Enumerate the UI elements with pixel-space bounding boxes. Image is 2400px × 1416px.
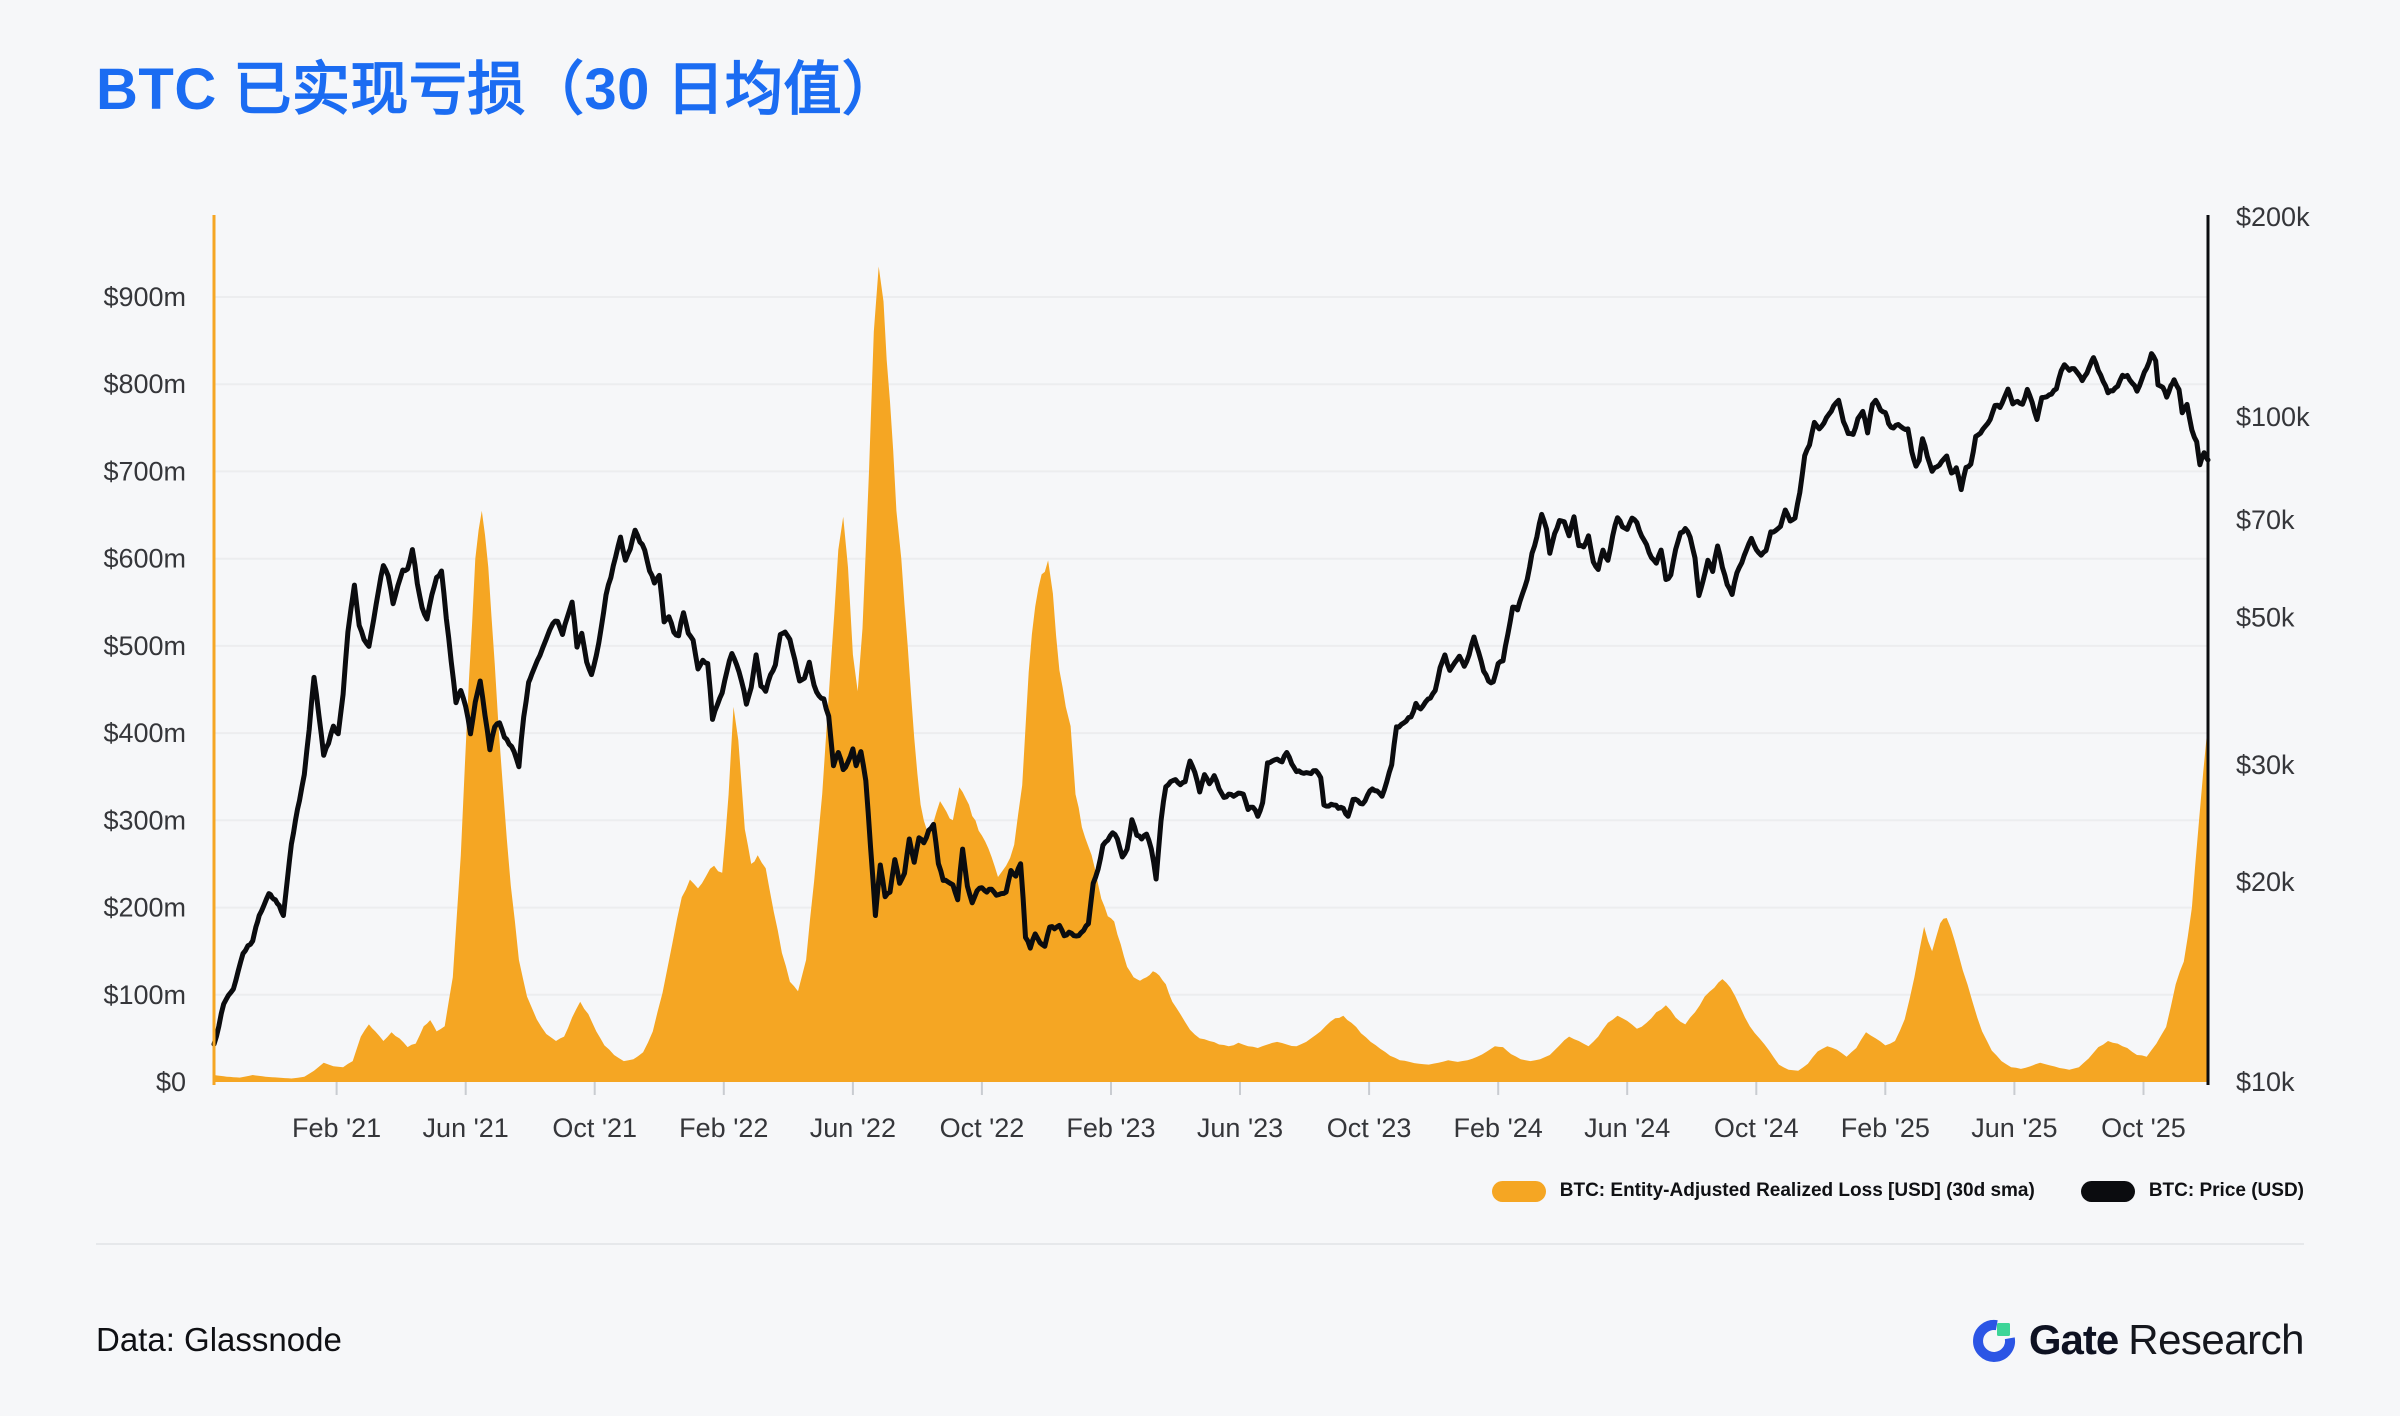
x-axis-label: Jun '22 <box>810 1113 896 1143</box>
right-axis-label: $30k <box>2236 750 2295 780</box>
brand-suffix: Research <box>2128 1316 2304 1363</box>
left-axis-label: $300m <box>103 805 186 835</box>
legend-item: BTC: Price (USD) <box>2080 1180 2304 1202</box>
x-axis-label: Feb '21 <box>292 1113 381 1143</box>
x-axis-label: Jun '24 <box>1584 1113 1670 1143</box>
legend-swatch-1 <box>2080 1180 2135 1202</box>
x-axis-label: Oct '22 <box>940 1113 1025 1143</box>
realized-loss-area <box>214 266 2208 1082</box>
x-axis-label: Jun '25 <box>1971 1113 2057 1143</box>
btc-price-line <box>211 351 2211 1047</box>
left-axis-label: $600m <box>103 544 186 574</box>
left-axis-label: $700m <box>103 456 186 486</box>
x-axis-label: Oct '23 <box>1327 1113 1412 1143</box>
x-axis-label: Feb '22 <box>679 1113 768 1143</box>
legend-label: BTC: Price (USD) <box>2148 1180 2304 1201</box>
footer-divider <box>96 1243 2304 1245</box>
gate-logo-icon <box>1972 1319 2015 1362</box>
left-axis-label: $0 <box>156 1067 186 1097</box>
legend-swatch-0 <box>1491 1180 1546 1202</box>
left-axis-label: $400m <box>103 718 186 748</box>
page-title: BTC 已实现亏损（30 日均值） <box>96 57 901 122</box>
right-axis-label: $100k <box>2236 402 2310 432</box>
x-axis-label: Oct '25 <box>2101 1113 2186 1143</box>
right-axis-label: $200k <box>2236 202 2310 232</box>
right-axis-label: $20k <box>2236 867 2295 897</box>
gate-research-logo: Gate Research <box>1971 1316 2304 1364</box>
gate-green-square <box>1996 1323 2010 1336</box>
footer: Data: Glassnode Gate Research <box>96 1305 2304 1375</box>
x-axis-label: Jun '21 <box>423 1113 509 1143</box>
gate-ring <box>1972 1319 2015 1362</box>
legend-label: BTC: Entity-Adjusted Realized Loss [USD]… <box>1559 1180 2035 1201</box>
left-axis-label: $800m <box>103 369 186 399</box>
right-axis-label: $70k <box>2236 505 2295 535</box>
x-axis-label: Feb '23 <box>1066 1113 1155 1143</box>
x-axis-label: Feb '24 <box>1454 1113 1543 1143</box>
left-axis-label: $500m <box>103 631 186 661</box>
chart-legend: BTC: Entity-Adjusted Realized Loss [USD]… <box>1491 1180 2304 1202</box>
x-axis-label: Jun '23 <box>1197 1113 1283 1143</box>
left-axis-label: $100m <box>103 980 186 1010</box>
right-axis-label: $10k <box>2236 1067 2295 1097</box>
right-axis-label: $50k <box>2236 602 2295 632</box>
left-axis-label: $200m <box>103 893 186 923</box>
x-axis-label: Oct '24 <box>1714 1113 1799 1143</box>
data-source: Data: Glassnode <box>96 1321 342 1358</box>
brand-name: Gate <box>2028 1316 2119 1363</box>
x-axis-label: Oct '21 <box>552 1113 637 1143</box>
legend-item: BTC: Entity-Adjusted Realized Loss [USD]… <box>1491 1180 2035 1202</box>
left-axis-label: $900m <box>103 282 186 312</box>
x-axis-label: Feb '25 <box>1841 1113 1930 1143</box>
